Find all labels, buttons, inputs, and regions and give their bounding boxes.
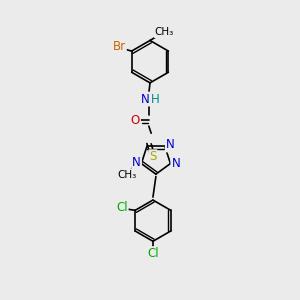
Text: O: O bbox=[131, 114, 140, 127]
Text: Br: Br bbox=[113, 40, 126, 53]
Text: N: N bbox=[141, 93, 149, 106]
Text: S: S bbox=[149, 150, 157, 163]
Text: CH₃: CH₃ bbox=[118, 170, 137, 180]
Text: Cl: Cl bbox=[147, 247, 159, 260]
Text: N: N bbox=[171, 157, 180, 170]
Text: H: H bbox=[151, 93, 160, 106]
Text: N: N bbox=[132, 157, 141, 169]
Text: N: N bbox=[166, 139, 175, 152]
Text: Cl: Cl bbox=[116, 201, 128, 214]
Text: CH₃: CH₃ bbox=[155, 27, 174, 37]
